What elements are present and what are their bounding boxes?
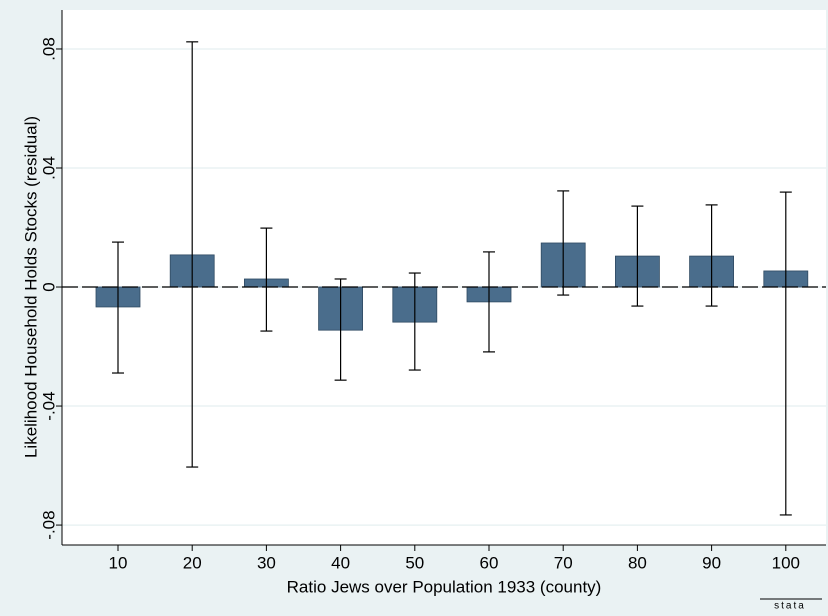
error-bar xyxy=(557,190,570,296)
x-tick-label: 10 xyxy=(109,553,128,572)
y-tick-label: -.04 xyxy=(39,391,58,420)
error-bar xyxy=(334,278,347,381)
watermark: stata xyxy=(774,601,806,612)
y-tick-label: 0 xyxy=(39,282,58,291)
x-tick-label: 100 xyxy=(772,553,800,572)
x-tick-label: 20 xyxy=(183,553,202,572)
x-axis-label: Ratio Jews over Population 1933 (county) xyxy=(287,577,602,596)
error-bar xyxy=(408,272,421,371)
x-tick-label: 90 xyxy=(702,553,721,572)
error-bar xyxy=(260,227,273,332)
x-tick-label: 60 xyxy=(480,553,499,572)
x-tick-label: 30 xyxy=(257,553,276,572)
y-tick-label: -.08 xyxy=(39,510,58,539)
error-bar xyxy=(631,205,644,307)
x-tick-label: 70 xyxy=(554,553,573,572)
error-bar xyxy=(112,241,124,374)
x-tick-label: 80 xyxy=(628,553,647,572)
error-bar xyxy=(186,41,199,468)
x-tick-label: 50 xyxy=(405,553,424,572)
error-bar xyxy=(483,251,495,353)
error-bar xyxy=(779,191,792,516)
y-tick-label: .04 xyxy=(39,156,58,180)
y-axis-label: Likelihood Household Holds Stocks (resid… xyxy=(21,116,40,458)
y-tick-label: .08 xyxy=(39,37,58,61)
error-bar xyxy=(705,204,718,307)
x-tick-label: 40 xyxy=(331,553,350,572)
